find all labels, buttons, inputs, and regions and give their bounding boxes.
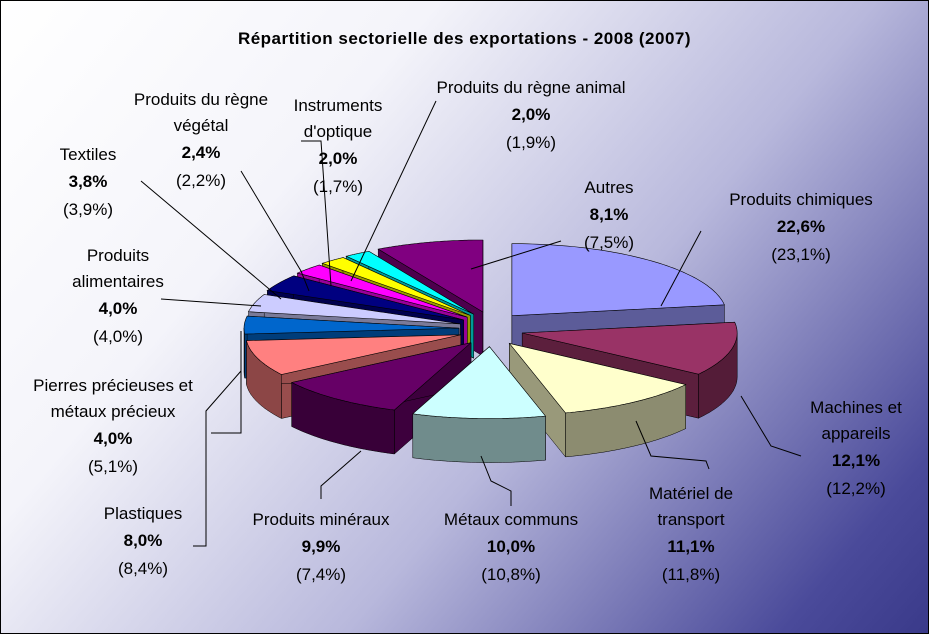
leader-line (350, 100, 437, 282)
previous-value-label: (11,8%) (661, 565, 721, 584)
category-label: Matériel de transport (648, 484, 734, 529)
previous-value-label: (5,1%) (87, 457, 139, 476)
leader-line (160, 298, 262, 307)
previous-value-label: (4,0%) (92, 327, 144, 346)
value-label: 4,0% (98, 299, 138, 318)
leader-line (140, 180, 282, 300)
value-label: 8,1% (589, 205, 629, 224)
value-label: 4,0% (93, 429, 133, 448)
value-label: 12,1% (831, 451, 881, 470)
slice (511, 243, 725, 317)
category-label: Produits chimiques (729, 190, 873, 209)
slice (248, 294, 461, 325)
leader-line (480, 455, 512, 506)
value-label: 3,8% (68, 172, 108, 191)
leader-line (211, 331, 242, 434)
leader-line (660, 230, 702, 307)
slice-wall (243, 328, 245, 379)
slice-label: Plastiques 8,0% (8,4%) (104, 501, 182, 583)
category-label: Autres (584, 178, 634, 197)
leader-line (240, 170, 310, 292)
category-label: Métaux communs (443, 510, 579, 529)
category-label: Textiles (59, 145, 117, 164)
slice-label: Pierres précieuses et métaux précieux 4,0… (8, 373, 218, 481)
slice (321, 257, 471, 316)
slice (290, 342, 472, 411)
leader-line (320, 450, 362, 499)
chart-title: Répartition sectorielle des exportations… (237, 29, 692, 48)
previous-value-label: (23,1%) (771, 245, 831, 264)
slice-label: Métaux communs 10,0% (10,8%) (444, 507, 578, 589)
leader-line (193, 370, 242, 547)
slice (266, 275, 464, 321)
category-label: Produits du règne végétal (133, 90, 269, 135)
previous-value-label: (1,7%) (312, 177, 364, 196)
value-label: 22,6% (776, 217, 826, 236)
slice-label: Produits du règne végétal 2,4% (2,2%) (111, 87, 291, 195)
previous-value-label: (10,8%) (481, 565, 541, 584)
category-label: Pierres précieuses et métaux précieux (33, 376, 193, 421)
slice (522, 321, 738, 375)
slice (412, 346, 547, 419)
value-label: 2,0% (511, 105, 551, 124)
slice (246, 334, 461, 375)
category-label: Produits du règne animal (436, 78, 626, 97)
previous-value-label: (7,5%) (583, 233, 635, 252)
previous-value-label: (8,4%) (117, 559, 169, 578)
leader-line (740, 395, 802, 457)
slice (345, 250, 474, 315)
value-label: 10,0% (486, 537, 536, 556)
leader-line (470, 240, 562, 270)
slice-wall (412, 413, 546, 463)
value-label: 8,0% (123, 531, 163, 550)
leader-line (635, 420, 710, 470)
slice (243, 315, 460, 335)
category-label: Machines et appareils (810, 398, 902, 443)
slice (296, 264, 468, 318)
slice-label: Produits minéraux 9,9% (7,4%) (252, 507, 389, 589)
previous-value-label: (3,9%) (62, 200, 114, 219)
slice-label: Textiles 3,8% (3,9%) (60, 142, 117, 224)
value-label: 11,1% (667, 537, 715, 556)
slice-label: Machines et appareils 12,1% (12,2%) (796, 395, 916, 503)
previous-value-label: (2,2%) (175, 171, 227, 190)
slice-label: Produits chimiques 22,6% (23,1%) (729, 187, 873, 269)
value-label: 9,9% (301, 537, 341, 556)
slice-label: Produits du règne animal 2,0% (1,9%) (436, 75, 626, 157)
leader-line (301, 140, 332, 287)
slice (377, 239, 484, 313)
slice-label: Produits alimentaires 4,0% (4,0%) (53, 243, 183, 351)
slice (508, 342, 687, 414)
value-label: 2,0% (318, 149, 358, 168)
category-label: Plastiques (103, 504, 183, 523)
slice-label: Instruments d'optique 2,0% (1,7%) (273, 93, 403, 201)
value-label: 2,4% (181, 143, 221, 162)
previous-value-label: (1,9%) (505, 133, 557, 152)
slice-label: Autres 8,1% (7,5%) (584, 175, 634, 257)
category-label: Produits alimentaires (72, 246, 164, 291)
category-label: Produits minéraux (252, 510, 390, 529)
category-label: Instruments d'optique (293, 96, 383, 141)
slice-label: Matériel de transport 11,1% (11,8%) (626, 481, 756, 589)
previous-value-label: (7,4%) (295, 565, 347, 584)
previous-value-label: (12,2%) (826, 479, 886, 498)
